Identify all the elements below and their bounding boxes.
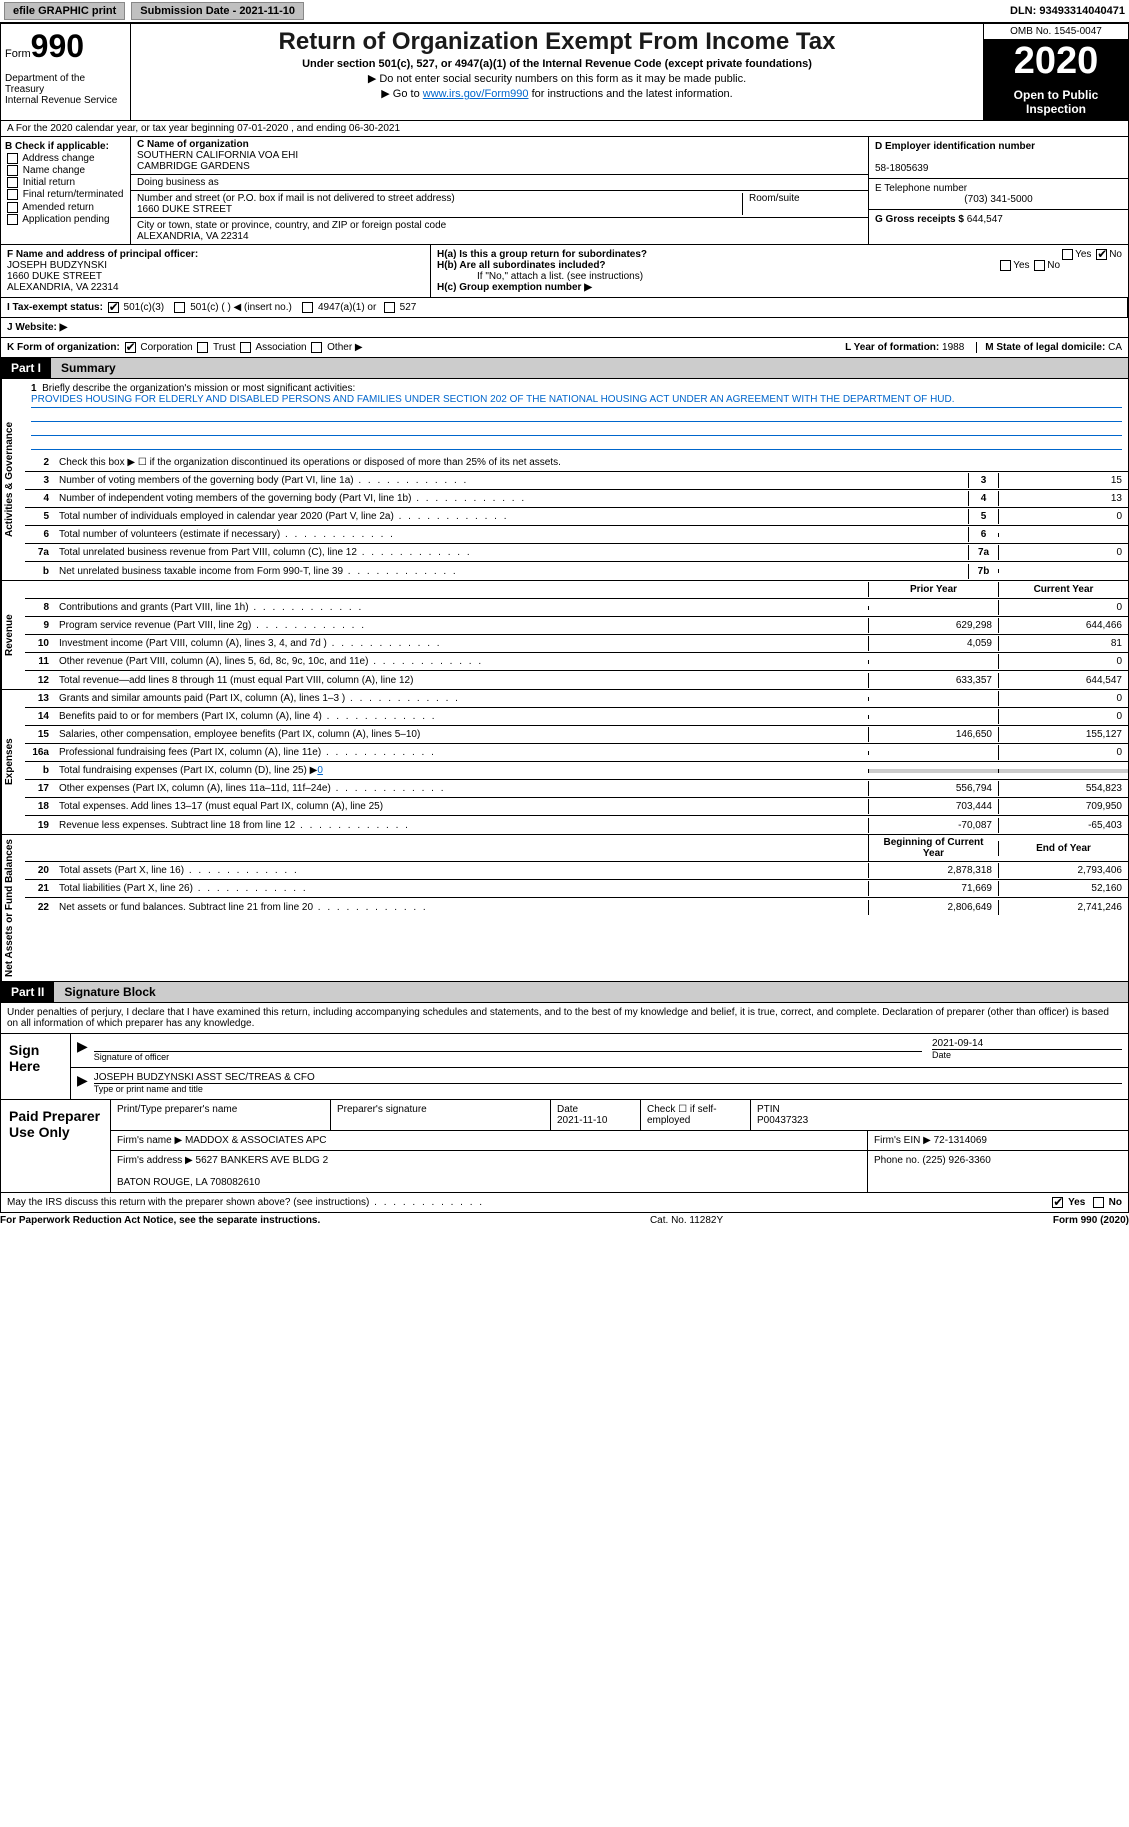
form-number: Form990 [5, 28, 126, 65]
part1-header: Part ISummary [0, 358, 1129, 379]
section-i: I Tax-exempt status: 501(c)(3) 501(c) ( … [1, 298, 1128, 317]
section-f: F Name and address of principal officer:… [1, 245, 431, 297]
subtitle-2: ▶ Do not enter social security numbers o… [139, 72, 975, 85]
vtab-netassets: Net Assets or Fund Balances [1, 835, 25, 981]
irs-link[interactable]: www.irs.gov/Form990 [423, 88, 529, 100]
section-k: K Form of organization: Corporation Trus… [0, 338, 1129, 358]
open-inspection: Open to Public Inspection [984, 84, 1128, 120]
efile-btn[interactable]: efile GRAPHIC print [4, 2, 125, 20]
mission-text: PROVIDES HOUSING FOR ELDERLY AND DISABLE… [31, 394, 1122, 408]
submission-date: Submission Date - 2021-11-10 [131, 2, 304, 20]
omb: OMB No. 1545-0047 [984, 24, 1128, 40]
vtab-governance: Activities & Governance [1, 379, 25, 580]
return-title: Return of Organization Exempt From Incom… [139, 28, 975, 56]
section-b: B Check if applicable: Address change Na… [1, 137, 131, 244]
dln: DLN: 93493314040471 [1010, 5, 1125, 17]
section-c: C Name of organizationSOUTHERN CALIFORNI… [131, 137, 868, 244]
tax-year: 2020 [984, 40, 1128, 84]
fundraising-link[interactable]: 0 [317, 765, 323, 776]
section-deg: D Employer identification number58-18056… [868, 137, 1128, 244]
dept: Department of the Treasury Internal Reve… [5, 73, 126, 106]
footer-line: For Paperwork Reduction Act Notice, see … [0, 1213, 1129, 1228]
part2-header: Part IISignature Block [0, 982, 1129, 1003]
subtitle-3: ▶ Go to www.irs.gov/Form990 for instruct… [139, 87, 975, 100]
section-h: H(a) Is this a group return for subordin… [431, 245, 1128, 297]
vtab-revenue: Revenue [1, 581, 25, 689]
subtitle-1: Under section 501(c), 527, or 4947(a)(1)… [139, 58, 975, 70]
vtab-expenses: Expenses [1, 690, 25, 834]
signature-block: Under penalties of perjury, I declare th… [0, 1003, 1129, 1193]
form-header: Form990 Department of the Treasury Inter… [0, 23, 1129, 121]
line-a: A For the 2020 calendar year, or tax yea… [0, 121, 1129, 137]
top-bar: efile GRAPHIC print Submission Date - 20… [0, 0, 1129, 23]
discuss-line: May the IRS discuss this return with the… [0, 1193, 1129, 1213]
section-j: J Website: ▶ [1, 318, 1128, 337]
